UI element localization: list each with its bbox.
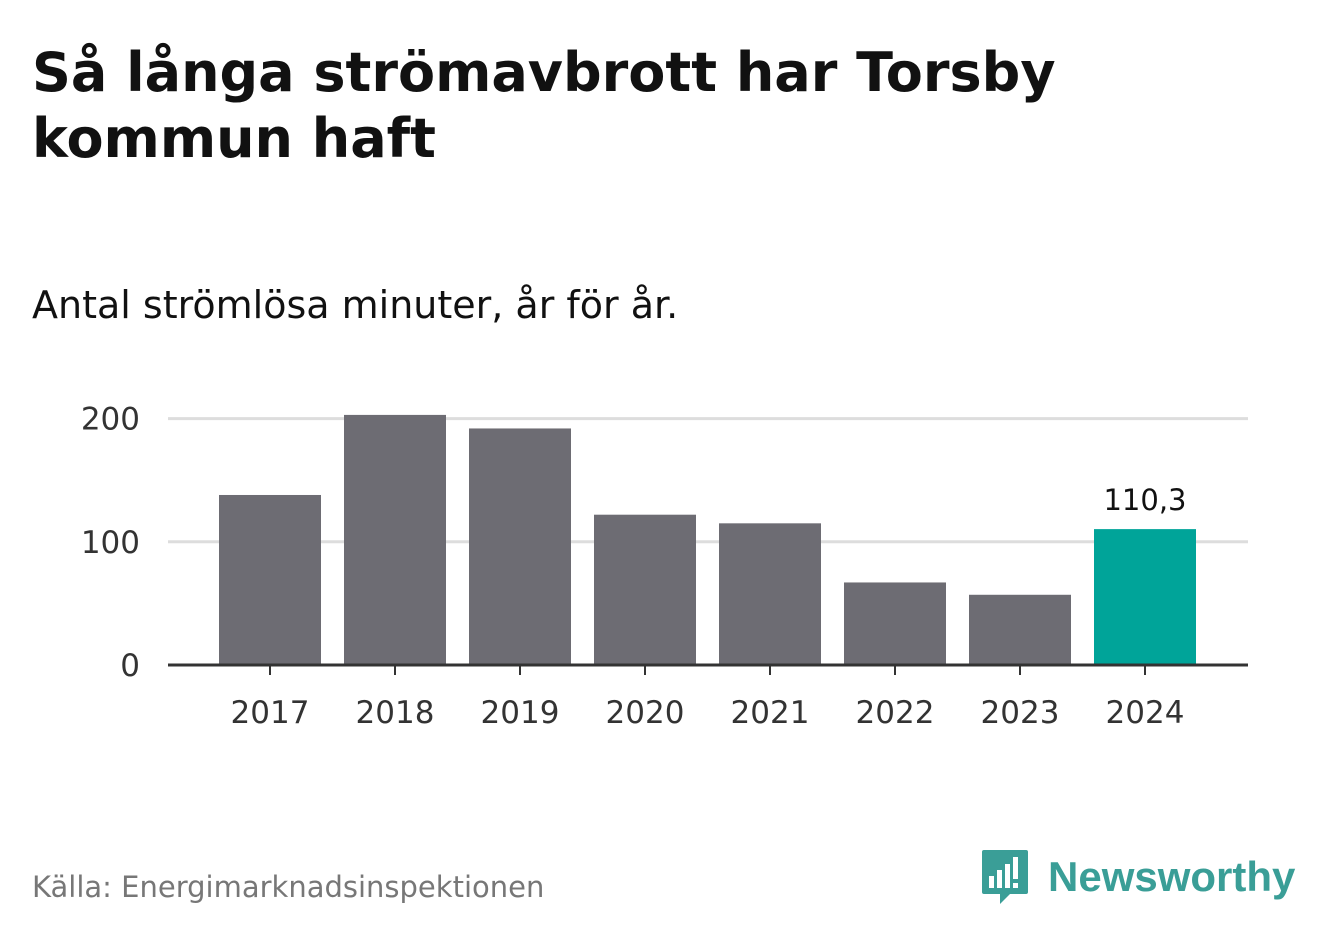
bar	[219, 494, 321, 665]
bars	[219, 414, 1196, 665]
newsworthy-logo-icon	[982, 850, 1028, 904]
x-tick-label: 2023	[981, 695, 1060, 731]
y-tick-label: 100	[81, 525, 140, 561]
brand-name: Newsworthy	[1048, 853, 1296, 900]
brand-logo: Newsworthy	[980, 848, 1295, 906]
data-label: 110,3	[1103, 483, 1186, 517]
bar	[719, 523, 821, 665]
data-labels: 110,3	[1103, 483, 1186, 517]
bar	[469, 428, 571, 665]
bar	[594, 514, 696, 665]
y-tick-label: 0	[120, 648, 140, 684]
y-tick-label: 200	[81, 402, 140, 438]
bar	[969, 594, 1071, 665]
chart-title: Så långa strömavbrott har Torsby kommun …	[32, 41, 1056, 170]
x-tick-label: 2017	[231, 695, 310, 731]
y-axis-ticks: 0 100 200	[81, 402, 140, 684]
x-tick-label: 2022	[856, 695, 935, 731]
x-tick-label: 2021	[731, 695, 810, 731]
x-tick-label: 2018	[356, 695, 435, 731]
chart-subtitle: Antal strömlösa minuter, år för år.	[32, 283, 679, 327]
gridlines	[168, 417, 1248, 544]
bar	[1094, 529, 1196, 665]
x-axis-ticks: 2017 2018 2019 2020 2021 2022 2023 2024	[231, 665, 1185, 731]
x-tick-label: 2024	[1106, 695, 1185, 731]
bar	[844, 582, 946, 665]
source-note: Källa: Energimarknadsinspektionen	[32, 870, 545, 904]
bar	[344, 414, 446, 665]
x-tick-label: 2020	[606, 695, 685, 731]
x-tick-label: 2019	[481, 695, 560, 731]
bar-chart: 0 100 200 2017 2018 2019 2020 2021 2022 2023 2024…	[81, 402, 1248, 731]
